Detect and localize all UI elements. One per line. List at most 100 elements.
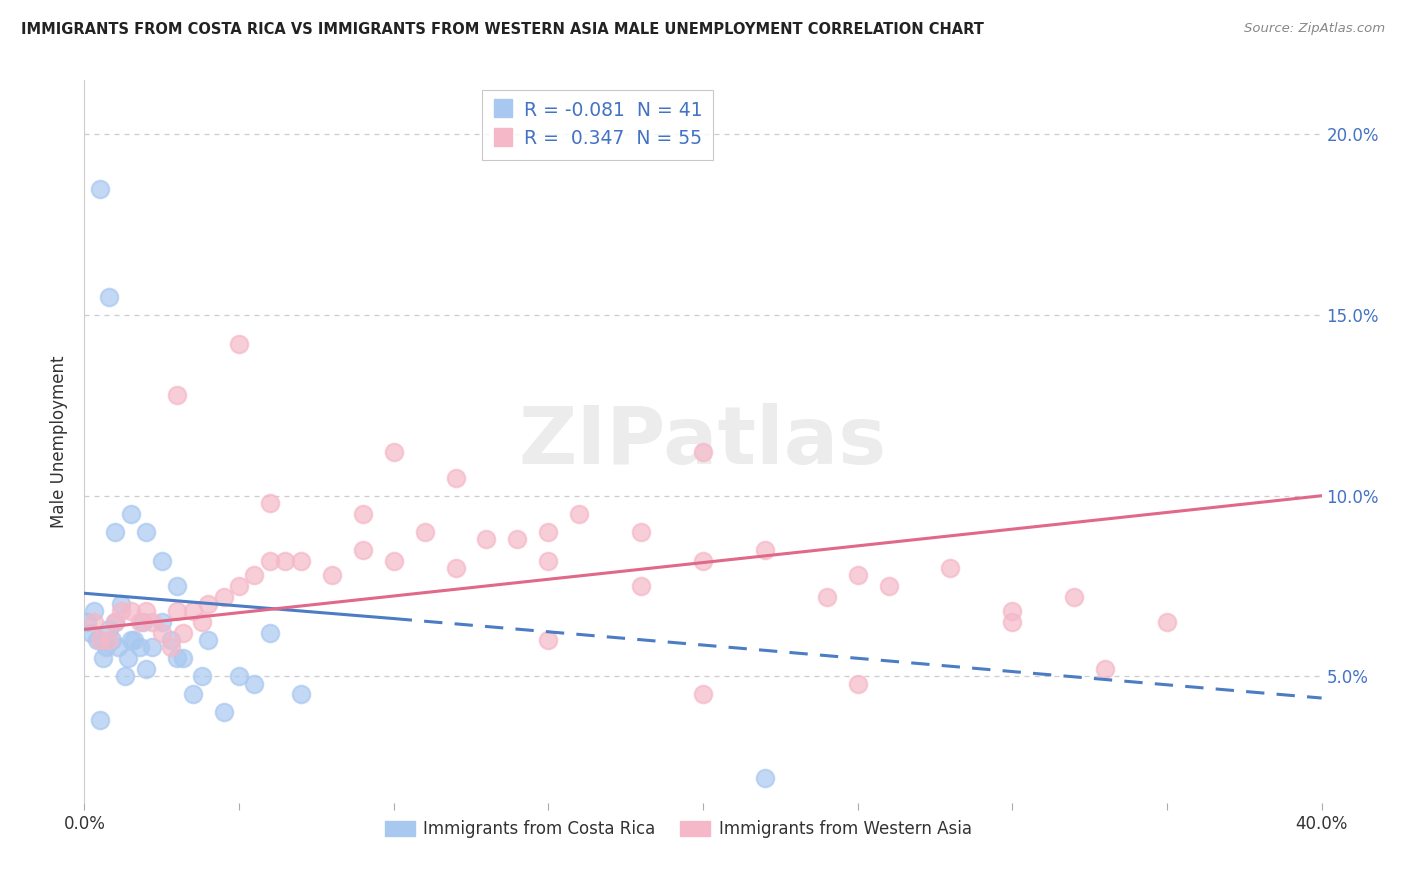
Point — [259, 626, 281, 640]
Point — [630, 579, 652, 593]
Point — [692, 445, 714, 459]
Point — [537, 633, 560, 648]
Point — [352, 542, 374, 557]
Point — [91, 651, 114, 665]
Point — [94, 640, 117, 655]
Point — [76, 615, 98, 630]
Point — [754, 771, 776, 785]
Point — [89, 713, 111, 727]
Point — [290, 687, 312, 701]
Text: Source: ZipAtlas.com: Source: ZipAtlas.com — [1244, 22, 1385, 36]
Point — [110, 604, 132, 618]
Point — [172, 626, 194, 640]
Point — [537, 524, 560, 539]
Point — [1094, 662, 1116, 676]
Point — [135, 604, 157, 618]
Point — [150, 554, 173, 568]
Point — [150, 626, 173, 640]
Point — [692, 554, 714, 568]
Point — [846, 676, 869, 690]
Point — [101, 633, 124, 648]
Point — [352, 507, 374, 521]
Point — [120, 633, 142, 648]
Point — [1001, 604, 1024, 618]
Point — [166, 651, 188, 665]
Point — [228, 669, 250, 683]
Point — [98, 623, 121, 637]
Point — [444, 471, 467, 485]
Point — [89, 633, 111, 648]
Point — [83, 604, 105, 618]
Point — [114, 669, 136, 683]
Point — [228, 337, 250, 351]
Point — [1001, 615, 1024, 630]
Point — [444, 561, 467, 575]
Point — [120, 507, 142, 521]
Point — [290, 554, 312, 568]
Point — [129, 615, 152, 630]
Point — [197, 633, 219, 648]
Point — [815, 590, 838, 604]
Point — [166, 387, 188, 401]
Point — [181, 604, 204, 618]
Point — [160, 640, 183, 655]
Point — [939, 561, 962, 575]
Point — [166, 579, 188, 593]
Point — [259, 554, 281, 568]
Point — [197, 597, 219, 611]
Point — [537, 554, 560, 568]
Point — [135, 662, 157, 676]
Point — [172, 651, 194, 665]
Point — [212, 590, 235, 604]
Point — [89, 182, 111, 196]
Text: IMMIGRANTS FROM COSTA RICA VS IMMIGRANTS FROM WESTERN ASIA MALE UNEMPLOYMENT COR: IMMIGRANTS FROM COSTA RICA VS IMMIGRANTS… — [21, 22, 984, 37]
Legend: Immigrants from Costa Rica, Immigrants from Western Asia: Immigrants from Costa Rica, Immigrants f… — [378, 814, 979, 845]
Point — [382, 445, 405, 459]
Point — [475, 532, 498, 546]
Point — [259, 496, 281, 510]
Point — [181, 687, 204, 701]
Point — [141, 615, 163, 630]
Point — [83, 615, 105, 630]
Point — [321, 568, 343, 582]
Point — [506, 532, 529, 546]
Point — [117, 651, 139, 665]
Point — [212, 706, 235, 720]
Point — [191, 669, 214, 683]
Point — [98, 633, 121, 648]
Text: ZIPatlas: ZIPatlas — [519, 402, 887, 481]
Point — [191, 615, 214, 630]
Point — [107, 640, 129, 655]
Point — [877, 579, 900, 593]
Point — [98, 290, 121, 304]
Point — [129, 640, 152, 655]
Point — [79, 626, 101, 640]
Point — [141, 640, 163, 655]
Point — [382, 554, 405, 568]
Point — [846, 568, 869, 582]
Y-axis label: Male Unemployment: Male Unemployment — [51, 355, 69, 528]
Point — [413, 524, 436, 539]
Point — [104, 615, 127, 630]
Point — [86, 633, 108, 648]
Point — [630, 524, 652, 539]
Point — [166, 604, 188, 618]
Point — [243, 568, 266, 582]
Point — [1063, 590, 1085, 604]
Point — [89, 633, 111, 648]
Point — [135, 524, 157, 539]
Point — [104, 524, 127, 539]
Point — [568, 507, 591, 521]
Point — [132, 615, 155, 630]
Point — [1156, 615, 1178, 630]
Point — [104, 615, 127, 630]
Point — [110, 597, 132, 611]
Point — [160, 633, 183, 648]
Point — [122, 633, 145, 648]
Point — [692, 687, 714, 701]
Point — [754, 542, 776, 557]
Point — [120, 604, 142, 618]
Point — [228, 579, 250, 593]
Point — [150, 615, 173, 630]
Point — [243, 676, 266, 690]
